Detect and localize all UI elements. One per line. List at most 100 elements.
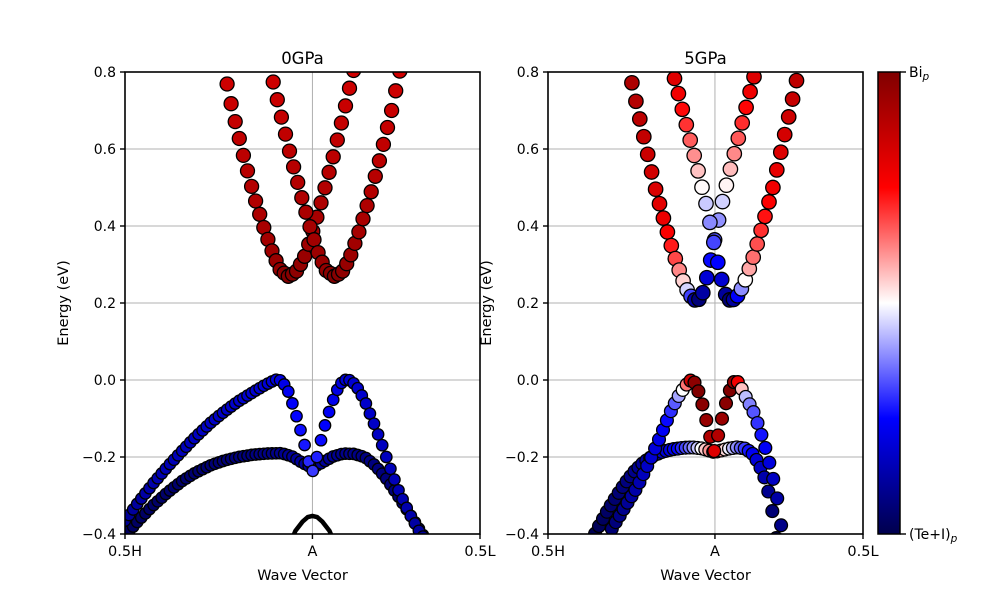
plot-area <box>585 72 805 548</box>
band-marker <box>585 535 598 548</box>
band-marker <box>686 147 703 164</box>
band-marker <box>329 132 345 148</box>
band-marker <box>750 415 765 431</box>
band-marker <box>421 536 432 547</box>
band-marker <box>626 72 630 73</box>
band-marker <box>306 464 320 478</box>
colorbar-label-te-i-p: (Te+I)p <box>909 527 958 545</box>
band-marker <box>384 462 397 476</box>
y-tick-label: −0.2 <box>82 450 116 466</box>
band-marker <box>298 204 314 220</box>
band-marker <box>694 284 711 301</box>
band-marker <box>383 102 400 119</box>
band-marker <box>711 428 726 443</box>
band-marker <box>421 537 432 548</box>
band-marker <box>643 164 660 180</box>
band-marker <box>262 57 276 71</box>
band-marker <box>774 518 789 533</box>
band-marker <box>722 161 739 177</box>
band-marker <box>281 385 295 398</box>
band-marker <box>388 83 404 99</box>
band-marker <box>628 93 644 110</box>
band-marker <box>754 427 769 442</box>
band-marker <box>666 72 683 87</box>
band-marker <box>367 168 383 184</box>
x-axis: 0.5H A 0.5L <box>531 534 879 560</box>
band-marker <box>346 72 362 79</box>
band-marker <box>709 254 726 271</box>
band-marker <box>702 214 718 231</box>
band-marker <box>322 405 336 419</box>
band-marker <box>341 80 358 96</box>
band-marker <box>290 174 306 191</box>
band-marker <box>216 57 230 71</box>
y-axis-label: Energy (eV) <box>56 260 72 346</box>
band-marker <box>694 179 710 196</box>
band-marker <box>247 193 264 209</box>
band-marker <box>663 237 680 254</box>
band-marker <box>239 163 256 179</box>
band-marker <box>753 222 769 239</box>
x-tick-label: 0.5H <box>531 544 565 560</box>
band-marker <box>742 83 758 100</box>
band-marker <box>749 236 766 252</box>
deep-band-peak <box>291 513 334 534</box>
band-marker <box>726 145 743 162</box>
band-marker <box>337 98 354 114</box>
band-marker <box>333 115 350 131</box>
band-marker <box>359 197 375 214</box>
band-marker <box>375 438 389 452</box>
band-marker <box>252 206 268 222</box>
band-marker <box>392 72 408 79</box>
band-marker <box>375 136 392 153</box>
band-marker <box>355 211 371 227</box>
band-marker <box>624 74 640 91</box>
band-marker <box>318 419 332 432</box>
band-marker <box>730 130 747 147</box>
x-tick-label: 0.5L <box>464 544 495 560</box>
band-marker <box>321 164 337 180</box>
band-marker <box>734 115 751 131</box>
band-marker <box>371 428 385 441</box>
band-marker <box>713 271 730 288</box>
colorbar-gradient <box>878 72 900 534</box>
x-tick-label: A <box>710 544 720 560</box>
band-marker <box>714 411 730 426</box>
band-marker <box>691 384 706 399</box>
band-marker <box>768 162 785 178</box>
colorbar-label-subscript: p <box>950 533 958 545</box>
band-marker <box>690 163 706 179</box>
y-tick-label: −0.4 <box>505 527 539 543</box>
colorbar-label-subscript: p <box>922 71 930 83</box>
band-marker <box>698 269 715 286</box>
band-marker <box>651 195 668 212</box>
band-marker <box>379 119 396 136</box>
band-marker <box>294 190 310 206</box>
band-marker <box>698 195 714 212</box>
band-marker <box>302 219 318 235</box>
band-marker <box>765 504 780 519</box>
y-tick-label: −0.4 <box>82 527 116 543</box>
y-tick-label: 0.0 <box>94 373 116 389</box>
band-marker <box>788 72 805 89</box>
x-tick-label: 0.5L <box>847 544 878 560</box>
band-marker <box>313 195 329 211</box>
band-marker <box>766 471 781 486</box>
y-tick-label: 0.8 <box>517 65 539 81</box>
band-marker <box>746 72 762 85</box>
y-tick-label: 0.2 <box>94 296 116 312</box>
band-marker <box>306 232 322 248</box>
band-marker <box>745 249 762 266</box>
panel-5GPa: 0.8 0.6 0.4 0.2 0.0 −0.2 −0.40.5H A 0.5L 5GPa Wave… <box>479 49 879 584</box>
band-marker <box>367 417 381 431</box>
band-marker <box>277 126 294 142</box>
colorbar: Bip(Te+I)p <box>877 65 958 545</box>
y-tick-label: 0.6 <box>94 142 116 158</box>
band-marker <box>290 409 303 423</box>
colorbar-label-text: (Te+I) <box>909 527 951 543</box>
band-marker <box>298 438 311 452</box>
band-marker <box>772 144 789 161</box>
band-marker <box>371 153 388 169</box>
band-marker <box>699 413 714 428</box>
